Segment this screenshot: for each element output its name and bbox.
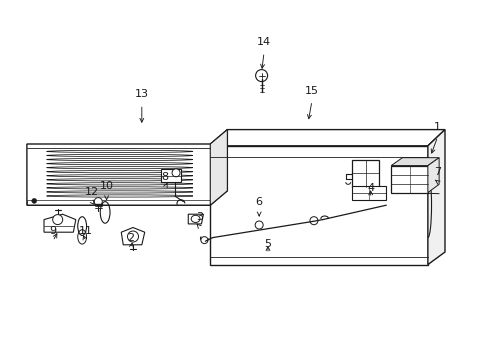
Text: 6: 6 [255, 197, 262, 207]
Text: 11: 11 [79, 226, 92, 236]
Circle shape [172, 169, 180, 177]
Text: 8: 8 [162, 172, 168, 182]
Polygon shape [188, 214, 203, 224]
Polygon shape [27, 130, 227, 205]
Polygon shape [351, 186, 386, 200]
Circle shape [53, 215, 62, 225]
Polygon shape [351, 160, 378, 187]
Circle shape [94, 198, 102, 206]
Polygon shape [210, 146, 427, 265]
Text: 12: 12 [85, 186, 99, 197]
Ellipse shape [191, 215, 200, 222]
Polygon shape [427, 158, 438, 193]
Text: 9: 9 [49, 226, 56, 236]
Polygon shape [210, 130, 444, 146]
Text: 10: 10 [100, 181, 113, 191]
Text: 13: 13 [135, 89, 148, 99]
Polygon shape [390, 158, 438, 166]
Circle shape [201, 237, 207, 244]
Text: 2: 2 [127, 233, 134, 243]
Text: 4: 4 [366, 183, 373, 193]
Polygon shape [390, 166, 427, 193]
Text: 15: 15 [305, 86, 318, 96]
Text: 1: 1 [433, 122, 440, 132]
Circle shape [255, 69, 267, 82]
Circle shape [127, 231, 138, 242]
Polygon shape [161, 169, 181, 182]
Polygon shape [210, 130, 227, 205]
Polygon shape [44, 214, 76, 232]
Polygon shape [427, 130, 444, 265]
Polygon shape [121, 228, 144, 245]
Text: 5: 5 [264, 239, 271, 249]
Text: 3: 3 [196, 212, 203, 222]
Circle shape [309, 217, 317, 225]
Text: 14: 14 [257, 37, 270, 47]
Circle shape [32, 198, 37, 203]
Text: 7: 7 [433, 167, 440, 177]
Circle shape [255, 221, 263, 229]
